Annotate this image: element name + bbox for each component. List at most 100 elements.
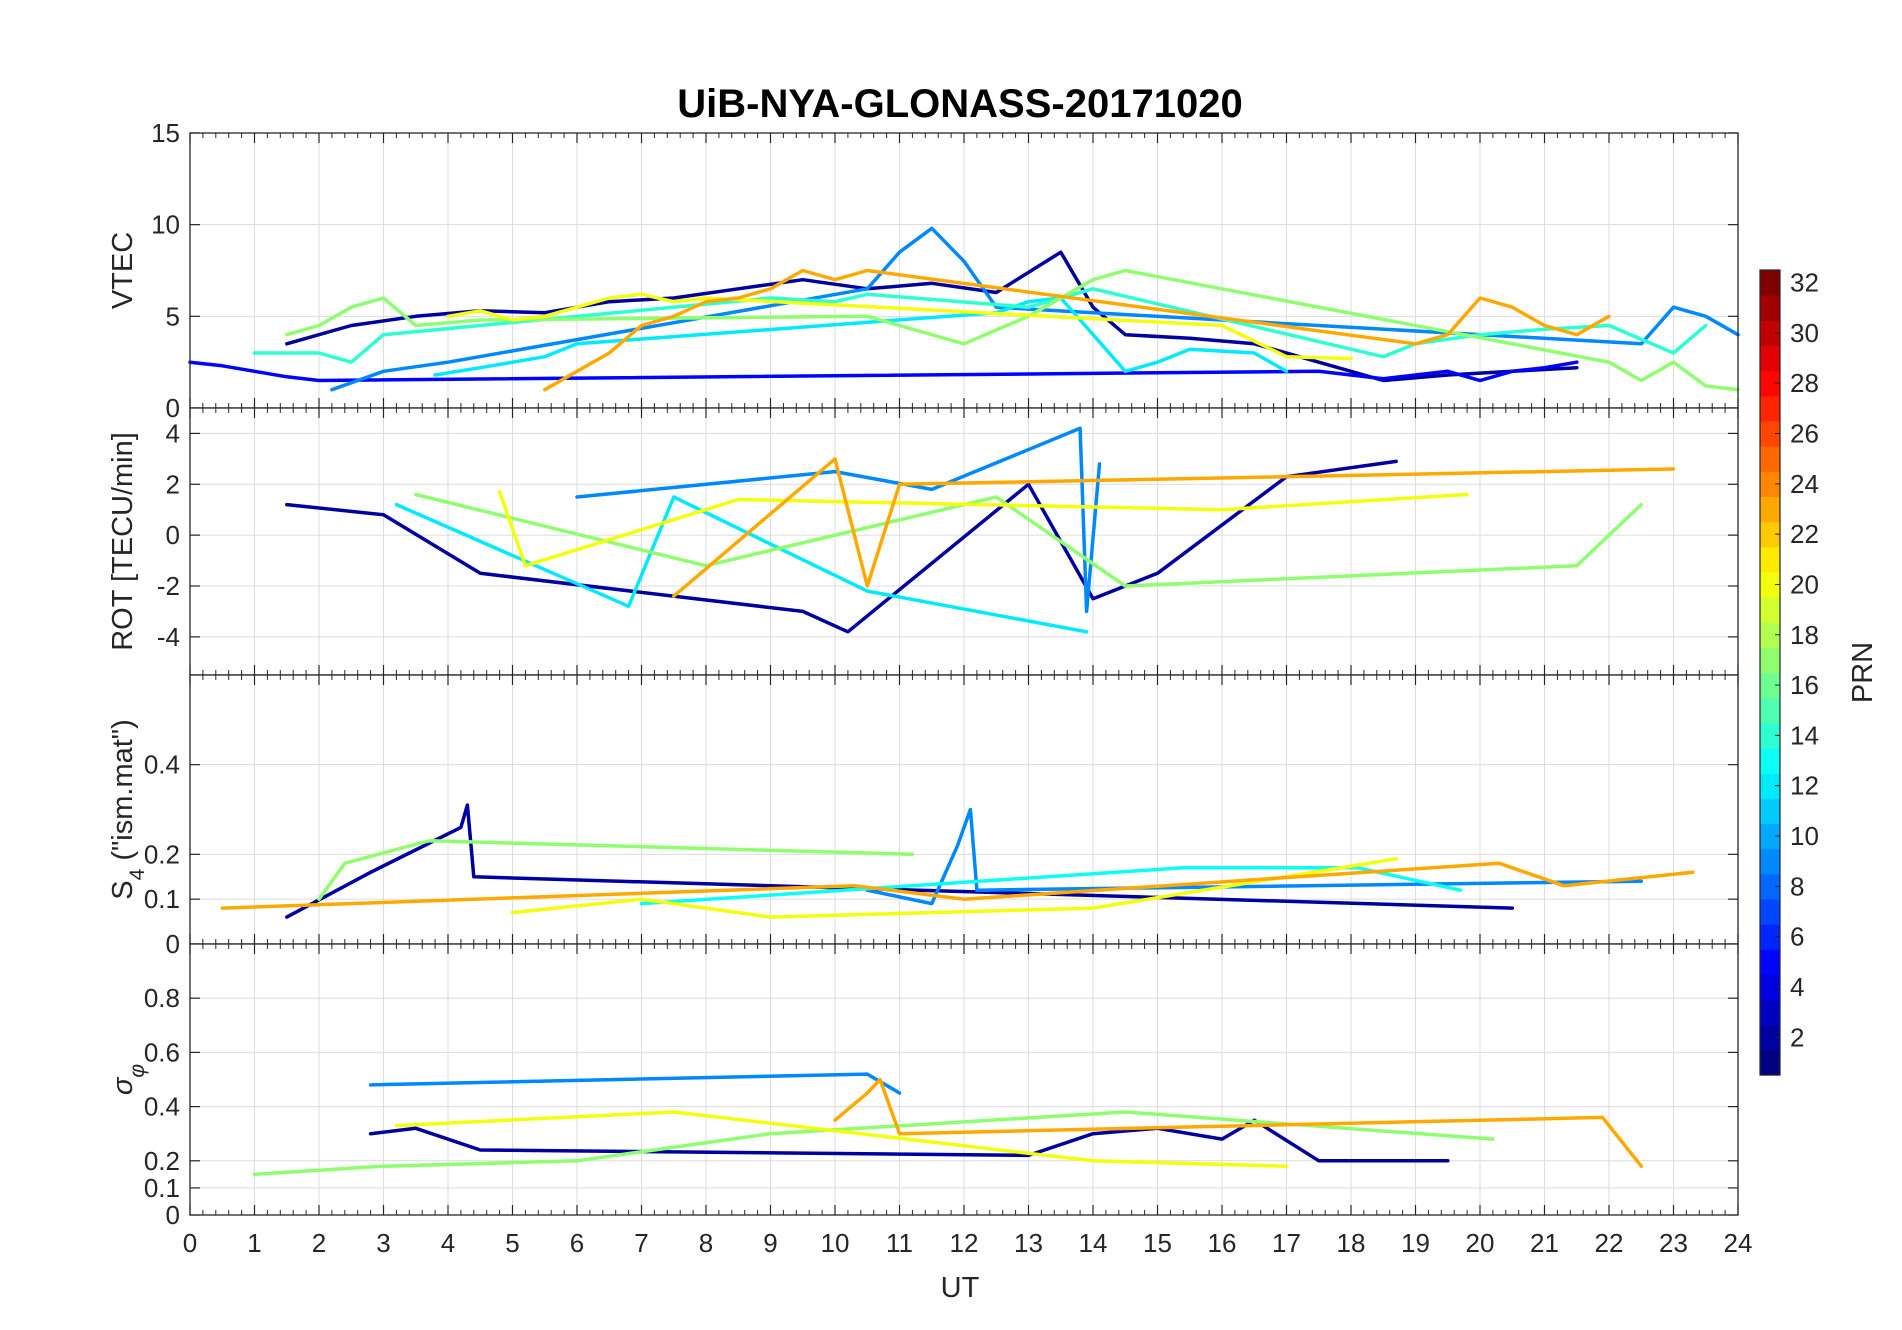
panel-1: 0 5 10 15 VTEC [107,118,1740,423]
x-tick-label: 9 [763,1228,777,1258]
x-tick-label: 8 [699,1228,713,1258]
colorbar-tick-label: 6 [1790,922,1804,952]
colorbar-segment [1760,546,1780,573]
colorbar-tick-label: 30 [1790,318,1819,348]
x-tick-label: 18 [1337,1228,1366,1258]
colorbar-tick-label: 28 [1790,368,1819,398]
series-line-prn-20 [510,857,1398,919]
series-line-prn-9 [368,1072,902,1095]
x-tick-label: 13 [1014,1228,1043,1258]
y-tick-label: 5 [166,301,180,331]
y-tick-label: 0 [166,520,180,550]
series-line-prn-2 [285,459,1398,634]
series-line-prn-9 [330,226,1740,392]
series-line-prn-17 [285,268,1740,392]
y-tick-label: -2 [157,571,180,601]
y-axis-label: VTEC [107,232,139,309]
series-line-prn-2 [285,803,1515,919]
colorbar-segment [1760,471,1780,498]
y-tick-label: 0.1 [144,1173,180,1203]
y-tick-label: 0.2 [144,1146,180,1176]
y-tick-label: 0.4 [144,1092,180,1122]
x-tick-label: 1 [247,1228,261,1258]
y-tick-label: -4 [157,622,180,652]
series-line-prn-17 [317,839,915,901]
x-tick-label: 14 [1079,1228,1108,1258]
colorbar-tick-label: 16 [1790,670,1819,700]
y-axis-label-subscript: 4 [126,868,149,880]
series-line-prn-20 [497,490,1469,568]
x-tick-label: 5 [505,1228,519,1258]
x-tick-label: 21 [1530,1228,1559,1258]
y-tick-label: 0 [166,1200,180,1230]
series-line-prn-23 [543,268,1611,392]
series-line-prn-13 [639,866,1463,906]
x-tick-label: 19 [1401,1228,1430,1258]
x-tick-label: 3 [376,1228,390,1258]
colorbar-tick-label: 24 [1790,469,1819,499]
colorbar-segment [1760,597,1780,623]
colorbar-segment [1760,924,1780,950]
colorbar-segment [1760,697,1780,724]
x-axis-label: UT [941,1272,980,1304]
colorbar-segment [1760,1049,1780,1076]
x-tick-label: 17 [1272,1228,1301,1258]
x-tick-label: 0 [183,1228,197,1258]
colorbar-segment [1760,974,1780,1001]
colorbar-segment [1760,873,1780,900]
colorbar-segment [1760,722,1780,749]
colorbar-segment [1760,345,1780,372]
x-tick-label: 2 [312,1228,326,1258]
colorbar-segment [1760,571,1780,598]
y-tick-label: 15 [151,118,180,148]
y-tick-label: 4 [166,418,180,448]
series-line-prn-2 [368,1118,1450,1163]
series-line-prn-23 [833,1077,1644,1168]
y-tick-label: 0 [166,929,180,959]
colorbar-segment [1760,446,1780,472]
colorbar-segment [1760,848,1780,875]
colorbar-tick-label: 4 [1790,972,1804,1002]
colorbar-frame [1759,269,1781,1076]
colorbar-segment [1760,672,1780,699]
series-line-prn-17 [252,1110,1495,1177]
y-axis-label-main: S [107,880,139,899]
colorbar-segment [1760,898,1780,925]
x-tick-label: 22 [1595,1228,1624,1258]
series-line-prn-20 [394,1110,1289,1168]
colorbar-segment [1760,647,1780,674]
y-tick-label: 0.1 [144,884,180,914]
series-line-prn-12 [394,495,1089,634]
series-line-prn-9 [865,807,1644,906]
y-tick-label: 0.8 [144,983,180,1013]
x-tick-label: 11 [886,1228,913,1258]
colorbar-segment [1760,999,1780,1026]
y-tick-label: 0.4 [144,750,180,780]
series-line-prn-9 [575,426,1102,614]
y-axis-label: σφ [107,1064,149,1096]
colorbar-tick-label: 2 [1790,1022,1804,1052]
x-tick-label: 10 [821,1228,850,1258]
x-tick-label: 24 [1724,1228,1753,1258]
colorbar-segment [1760,395,1780,422]
colorbar-segment [1760,320,1780,347]
colorbar-segment [1760,773,1780,799]
x-tick-label: 15 [1143,1228,1172,1258]
y-tick-label: 0.6 [144,1037,180,1067]
colorbar-tick-label: 26 [1790,419,1819,449]
series-line-prn-5 [188,360,1579,383]
x-tick-label: 7 [634,1228,648,1258]
colorbar-segment [1760,622,1780,648]
colorbar-segment [1760,370,1780,397]
y-tick-label: 2 [166,469,180,499]
colorbar-segment [1760,521,1780,548]
colorbar-segment [1760,496,1780,523]
series-line-prn-17 [414,492,1644,588]
colorbar-tick-label: 12 [1790,771,1819,801]
colorbar-segment [1760,1024,1780,1051]
colorbar-segment [1760,949,1780,975]
colorbar-tick-label: 8 [1790,871,1804,901]
y-axis-label-main: σ [107,1076,139,1095]
